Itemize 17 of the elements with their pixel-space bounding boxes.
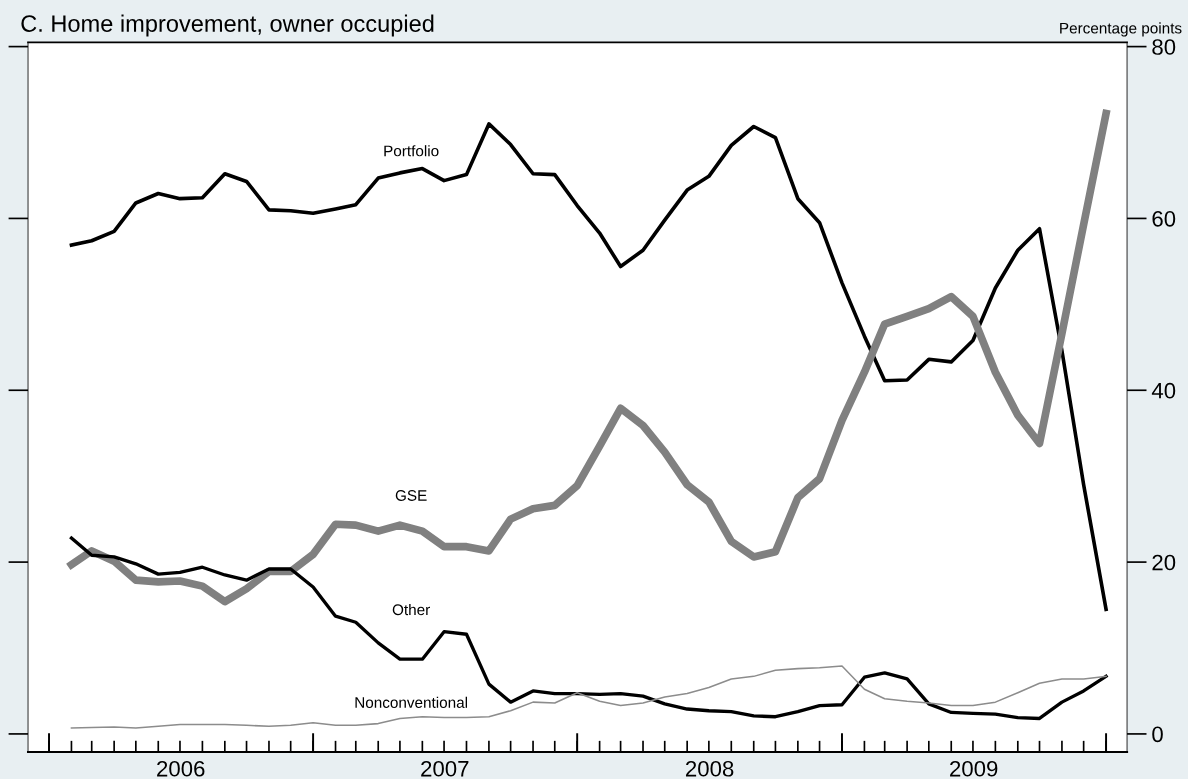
y-tick-label: 40 (1151, 382, 1176, 399)
chart-title: C. Home improvement, owner occupied (21, 14, 434, 37)
line-series (70, 665, 1107, 729)
y-tick-label: 0 (1152, 726, 1163, 743)
x-tick-label: 2009 (950, 760, 998, 777)
line-series (69, 536, 1108, 721)
x-tick-label: 2006 (157, 760, 205, 777)
y-tick-label: 80 (1152, 39, 1176, 55)
series-label: Portfolio (384, 145, 439, 157)
x-tick-label: 2007 (421, 760, 469, 777)
y-tick-label: 60 (1152, 210, 1176, 227)
y-axis-title: Percentage points (1060, 22, 1182, 37)
series-label: GSE (395, 490, 427, 501)
series-label: Nonconventional (355, 696, 468, 708)
series-label: Other (392, 603, 430, 616)
x-tick-label: 2008 (685, 760, 734, 777)
y-tick-label: 20 (1152, 554, 1176, 571)
